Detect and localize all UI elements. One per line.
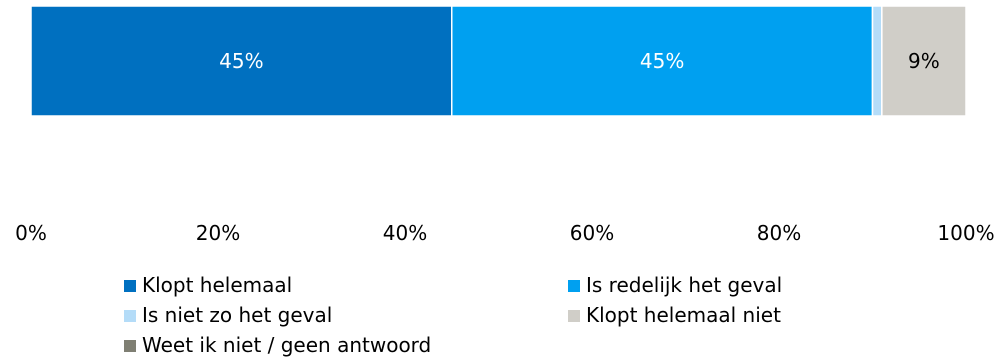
x-tick-label: 80%	[757, 221, 801, 245]
x-tick-label: 40%	[383, 221, 427, 245]
legend-label: Klopt helemaal	[142, 273, 292, 297]
bar-segment-1	[30, 5, 453, 117]
x-axis-tick-labels: 0% 20% 40% 60% 80% 100%	[15, 221, 994, 245]
x-tick-label: 20%	[196, 221, 240, 245]
legend-swatch	[124, 310, 136, 322]
legend-label: Klopt helemaal niet	[586, 303, 781, 327]
legend-swatch	[124, 340, 136, 352]
segment-label-2: 45%	[640, 49, 684, 73]
bar-segment-2	[451, 5, 874, 117]
legend-label: Is redelijk het geval	[586, 273, 782, 297]
segment-label-1: 45%	[219, 49, 263, 73]
bar-segment-3	[871, 5, 883, 117]
bar-segment-4	[881, 5, 967, 117]
legend-label: Is niet zo het geval	[142, 303, 332, 327]
bar-segments	[30, 5, 967, 117]
x-tick-label: 0%	[15, 221, 47, 245]
legend-swatch	[568, 280, 580, 292]
segment-label-4: 9%	[908, 49, 940, 73]
x-tick-label: 100%	[937, 221, 994, 245]
legend: Klopt helemaal Is redelijk het geval Is ni…	[124, 273, 782, 357]
legend-label: Weet ik niet / geen antwoord	[142, 333, 431, 357]
legend-swatch	[124, 280, 136, 292]
x-tick-label: 60%	[570, 221, 614, 245]
segment-labels: 45% 45% 9%	[219, 49, 940, 73]
legend-swatch	[568, 310, 580, 322]
